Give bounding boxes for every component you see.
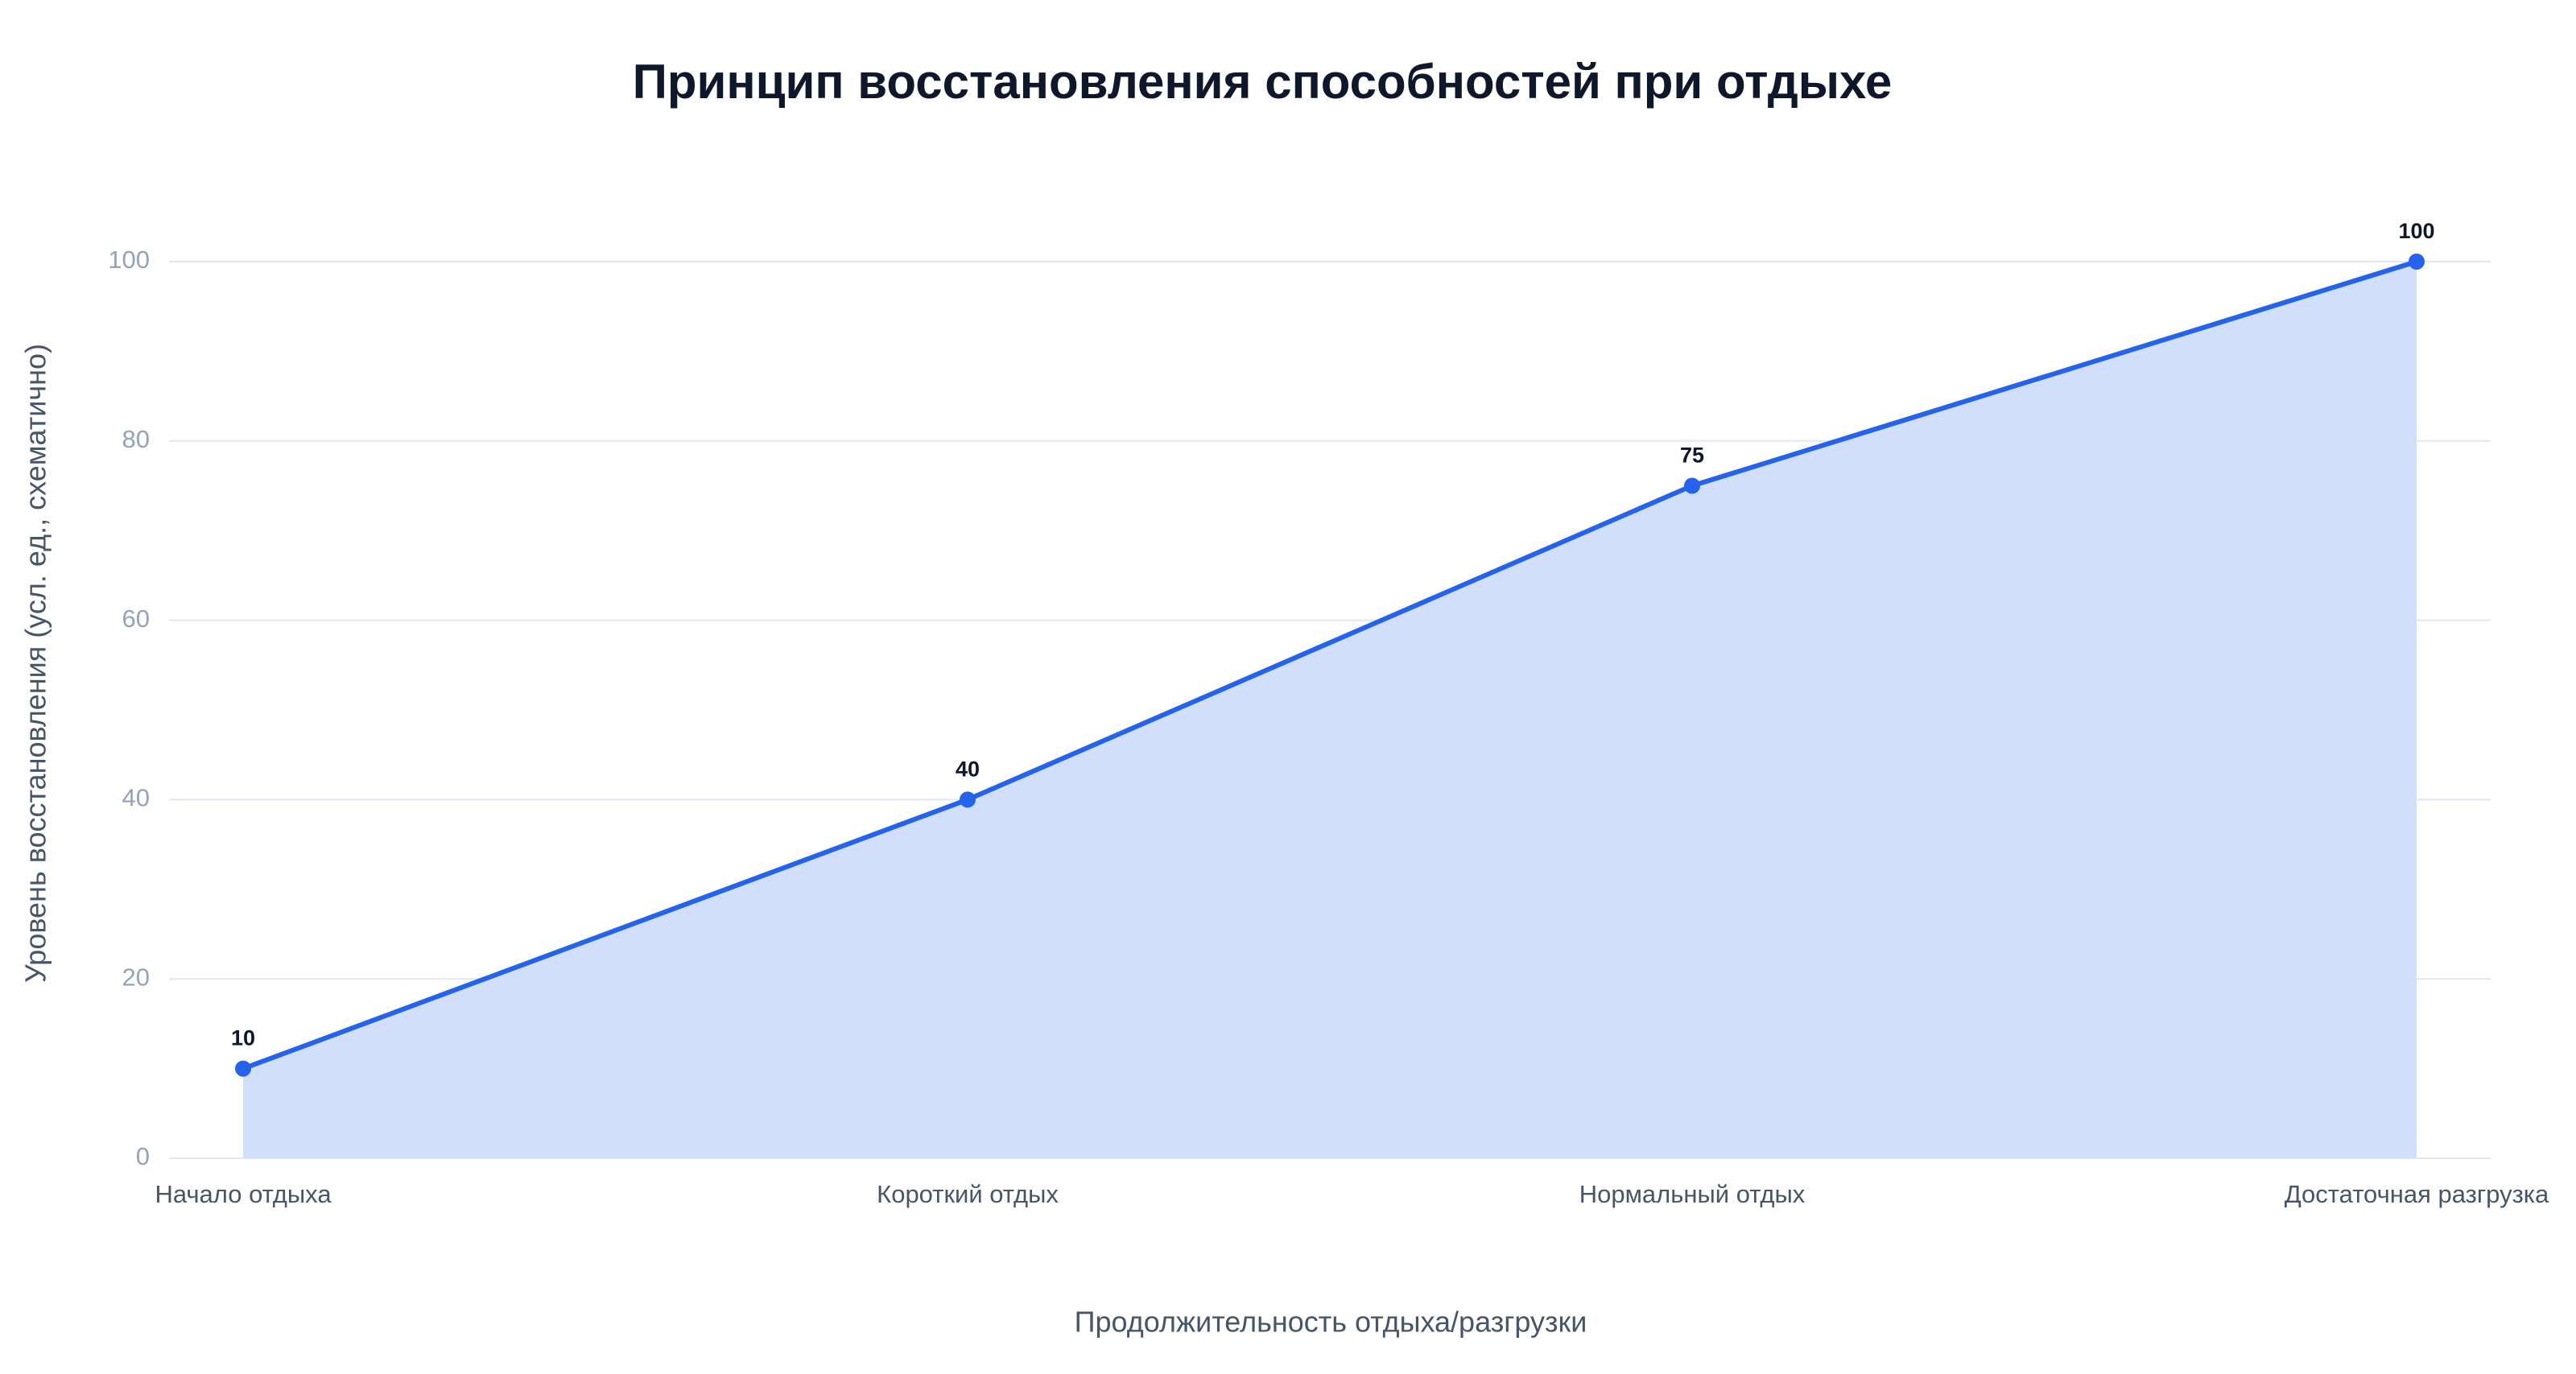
y-tick-label: 40 xyxy=(122,784,150,812)
point xyxy=(960,791,976,808)
x-tick-label: Нормальный отдых xyxy=(1579,1180,1806,1208)
point xyxy=(1684,477,1700,494)
value-label: 100 xyxy=(2398,219,2434,243)
point xyxy=(2409,254,2425,270)
y-tick-label: 20 xyxy=(122,963,150,991)
chart-title: Принцип восстановления способностей при … xyxy=(633,55,1893,109)
y-tick-label: 100 xyxy=(108,246,150,274)
y-tick-label: 80 xyxy=(122,425,150,453)
line xyxy=(242,259,2417,1071)
y-axis-title: Уровень восстановления (усл. ед., схемат… xyxy=(19,344,52,983)
area-fill xyxy=(243,262,2417,1158)
y-tick-label: 0 xyxy=(136,1142,150,1170)
x-tick-label: Начало отдыха xyxy=(155,1180,332,1208)
y-tick-label: 60 xyxy=(122,604,150,633)
x-axis-title: Продолжительность отдыха/разгрузки xyxy=(1075,1306,1587,1339)
point xyxy=(235,1060,251,1077)
value-label: 75 xyxy=(1680,444,1704,468)
value-label: 10 xyxy=(231,1026,255,1050)
x-tick-label: Короткий отдых xyxy=(877,1180,1059,1208)
value-label: 40 xyxy=(956,757,980,782)
x-tick-label: Достаточная разгрузка xyxy=(2285,1180,2549,1208)
